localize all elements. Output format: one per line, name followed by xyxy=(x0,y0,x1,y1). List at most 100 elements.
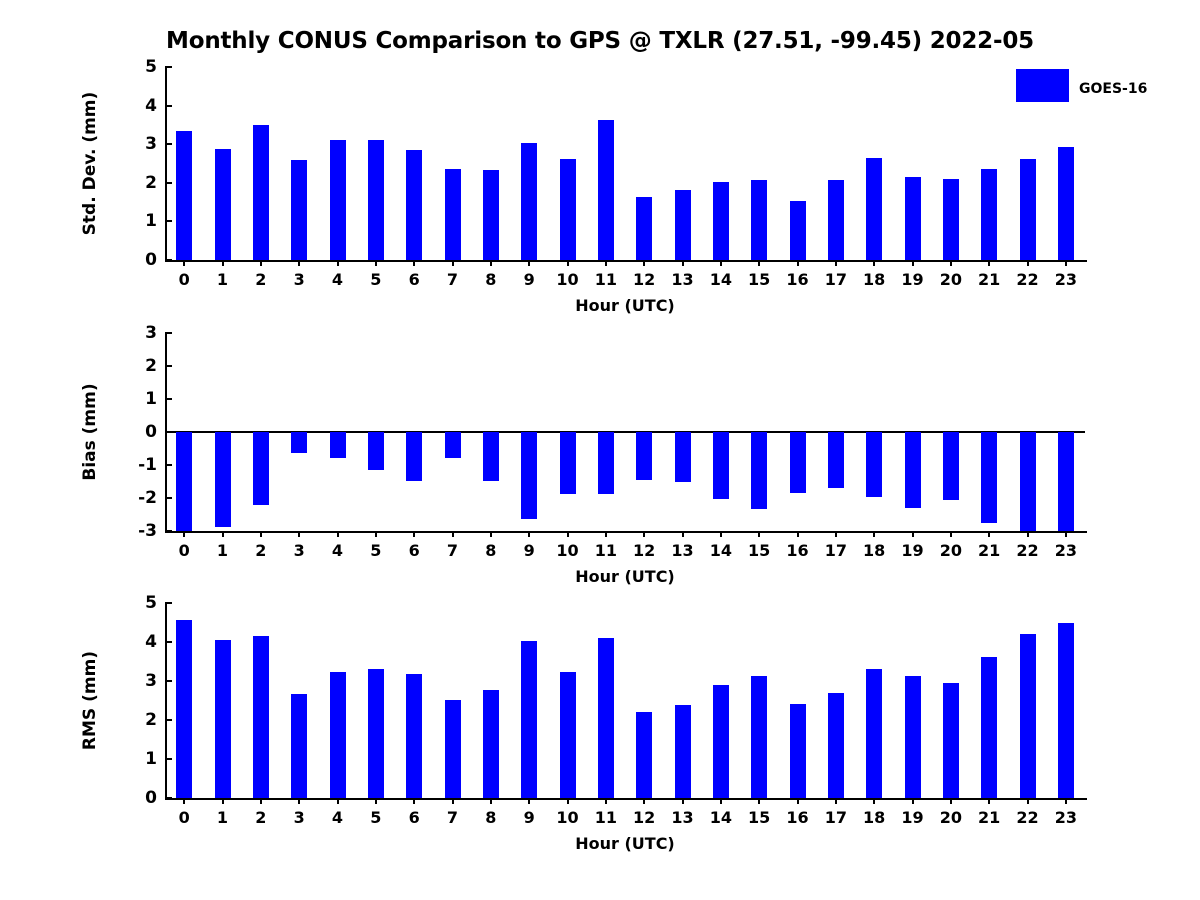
x-tick-mark xyxy=(1064,260,1067,266)
x-tick-mark xyxy=(949,531,952,537)
bar xyxy=(751,675,768,798)
bar xyxy=(597,432,614,494)
x-tick-label: 9 xyxy=(523,541,535,560)
x-tick-label: 8 xyxy=(485,808,497,827)
x-tick-mark xyxy=(643,260,646,266)
bar xyxy=(406,432,423,481)
x-tick-mark xyxy=(413,260,416,266)
x-tick-mark xyxy=(758,531,761,537)
x-tick-mark xyxy=(451,798,454,804)
y-tick-label: 0 xyxy=(145,788,157,808)
x-tick-mark xyxy=(259,798,262,804)
x-tick-label: 22 xyxy=(1016,270,1039,289)
x-tick-label: 19 xyxy=(901,541,924,560)
x-tick-mark xyxy=(221,260,224,266)
x-tick-label: 18 xyxy=(863,808,886,827)
bar xyxy=(942,178,959,260)
y-tick-mark xyxy=(165,365,172,367)
bar xyxy=(329,672,346,798)
x-tick-label: 12 xyxy=(633,541,656,560)
x-tick-mark xyxy=(566,260,569,266)
bar xyxy=(444,168,461,260)
x-tick-mark xyxy=(949,798,952,804)
bar xyxy=(866,432,883,497)
x-tick-label: 12 xyxy=(633,808,656,827)
x-tick-mark xyxy=(643,798,646,804)
y-tick-mark xyxy=(165,332,172,334)
x-tick-label: 14 xyxy=(709,270,732,289)
bar xyxy=(521,641,538,798)
y-tick-label: 0 xyxy=(145,250,157,270)
y-tick-label: 3 xyxy=(145,134,157,155)
bar xyxy=(214,148,231,260)
x-tick-label: 2 xyxy=(255,541,267,560)
x-tick-mark xyxy=(259,260,262,266)
x-tick-label: 22 xyxy=(1016,808,1039,827)
x-tick-mark xyxy=(298,531,301,537)
bar xyxy=(751,179,768,260)
x-tick-mark xyxy=(221,798,224,804)
x-tick-mark xyxy=(719,798,722,804)
bar xyxy=(559,158,576,260)
y-axis-label-std-dev: Std. Dev. (mm) xyxy=(80,91,100,236)
x-tick-mark xyxy=(873,260,876,266)
y-axis-label-bias: Bias (mm) xyxy=(80,383,100,481)
y-tick-label: 4 xyxy=(145,95,157,116)
bar xyxy=(482,432,499,481)
x-tick-mark xyxy=(796,531,799,537)
x-axis-label-bias: Hour (UTC) xyxy=(575,567,675,586)
x-tick-mark xyxy=(413,531,416,537)
x-tick-mark xyxy=(719,531,722,537)
x-tick-label: 8 xyxy=(485,270,497,289)
x-tick-mark xyxy=(1026,798,1029,804)
x-tick-label: 10 xyxy=(556,808,579,827)
x-tick-mark xyxy=(336,531,339,537)
x-tick-label: 13 xyxy=(671,541,694,560)
y-tick-label: 1 xyxy=(145,389,157,409)
bar xyxy=(942,432,959,500)
bar xyxy=(827,693,844,798)
y-tick-mark xyxy=(165,143,172,146)
bar xyxy=(636,711,653,798)
bar xyxy=(559,671,576,798)
y-tick-mark xyxy=(165,497,172,499)
x-tick-label: 11 xyxy=(594,270,617,289)
chart-title: Monthly CONUS Comparison to GPS @ TXLR (… xyxy=(166,28,1034,54)
bar xyxy=(904,676,921,798)
bar xyxy=(444,432,461,459)
bar xyxy=(904,177,921,260)
x-tick-mark xyxy=(758,798,761,804)
x-tick-label: 13 xyxy=(671,270,694,289)
bar xyxy=(1019,634,1036,798)
bar xyxy=(329,139,346,260)
x-tick-label: 10 xyxy=(556,541,579,560)
x-tick-mark xyxy=(528,260,531,266)
bar xyxy=(674,189,691,260)
bar xyxy=(597,637,614,798)
x-tick-label: 18 xyxy=(863,541,886,560)
x-tick-mark xyxy=(451,531,454,537)
bar xyxy=(521,432,538,519)
bar xyxy=(789,200,806,260)
x-tick-mark xyxy=(911,260,914,266)
x-tick-label: 15 xyxy=(748,808,771,827)
x-tick-label: 17 xyxy=(824,270,847,289)
bar xyxy=(1057,622,1074,798)
x-tick-mark xyxy=(259,531,262,537)
y-tick-mark xyxy=(165,641,172,643)
x-tick-label: 15 xyxy=(748,270,771,289)
x-tick-label: 0 xyxy=(178,541,190,560)
x-tick-mark xyxy=(949,260,952,266)
x-tick-label: 20 xyxy=(939,541,962,560)
bar xyxy=(559,432,576,495)
bar xyxy=(176,432,193,531)
x-tick-mark xyxy=(298,798,301,804)
x-tick-label: 6 xyxy=(408,270,420,289)
x-tick-label: 10 xyxy=(556,270,579,289)
bar xyxy=(827,179,844,260)
x-tick-label: 21 xyxy=(978,270,1001,289)
x-tick-label: 3 xyxy=(293,270,305,289)
